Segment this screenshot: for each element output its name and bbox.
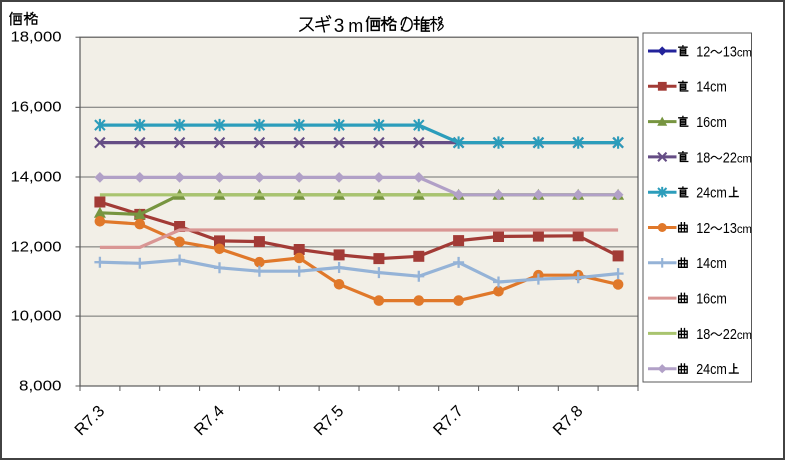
svg-text:14cm: 14cm xyxy=(696,256,727,272)
svg-text:12: 12 xyxy=(696,221,710,237)
svg-text:22: 22 xyxy=(723,150,737,166)
svg-text:14,000: 14,000 xyxy=(11,168,62,185)
svg-text:18: 18 xyxy=(696,327,710,343)
svg-text:13: 13 xyxy=(723,44,737,60)
svg-text:16cm: 16cm xyxy=(696,115,727,131)
svg-text:3: 3 xyxy=(334,16,345,37)
svg-text:14cm: 14cm xyxy=(696,80,727,96)
svg-text:R7.5: R7.5 xyxy=(310,402,347,439)
svg-text:R7.3: R7.3 xyxy=(71,402,108,439)
svg-text:cm: cm xyxy=(737,330,752,342)
svg-text:12: 12 xyxy=(696,44,710,60)
svg-text:18,000: 18,000 xyxy=(11,29,62,46)
svg-text:cm: cm xyxy=(737,47,752,59)
svg-text:8,000: 8,000 xyxy=(19,377,62,394)
svg-text:16,000: 16,000 xyxy=(11,99,62,116)
svg-text:cm: cm xyxy=(737,224,752,236)
svg-text:24cm: 24cm xyxy=(696,186,727,202)
svg-text:22: 22 xyxy=(723,327,737,343)
svg-text:13: 13 xyxy=(723,221,737,237)
svg-text:R7.8: R7.8 xyxy=(549,402,586,439)
svg-text:m: m xyxy=(348,16,363,36)
svg-text:24cm: 24cm xyxy=(696,362,727,378)
svg-text:18: 18 xyxy=(696,150,710,166)
svg-text:12,000: 12,000 xyxy=(11,238,62,255)
svg-text:R7.4: R7.4 xyxy=(191,402,228,439)
svg-text:R7.7: R7.7 xyxy=(430,402,467,439)
svg-text:cm: cm xyxy=(737,153,752,165)
svg-text:10,000: 10,000 xyxy=(11,308,62,325)
svg-text:16cm: 16cm xyxy=(696,292,727,308)
